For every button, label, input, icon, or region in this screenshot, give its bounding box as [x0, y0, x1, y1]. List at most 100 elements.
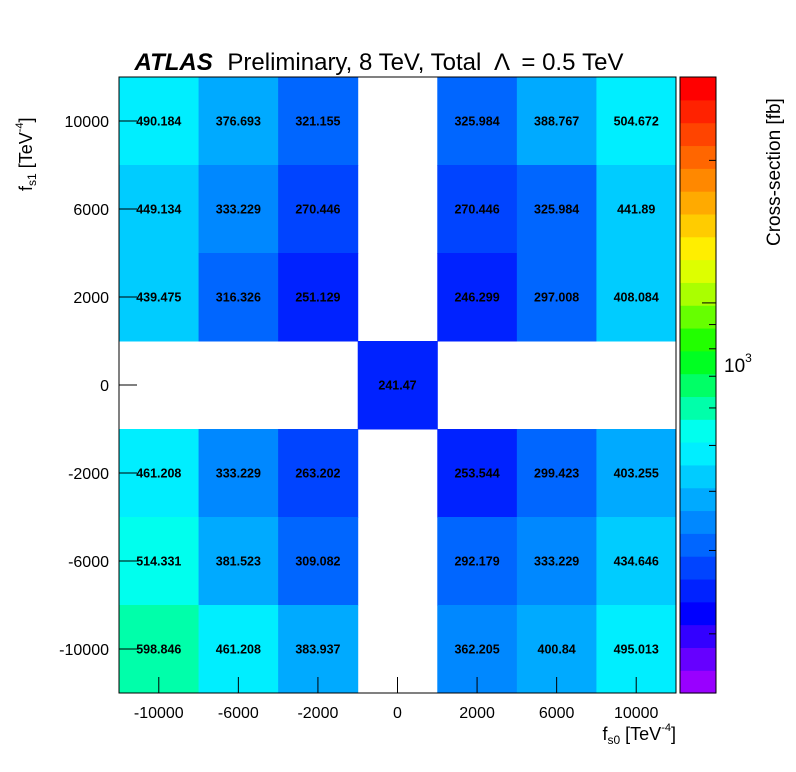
colorbar-swatch [680, 191, 716, 215]
colorbar-swatch [680, 624, 716, 648]
heatmap-cell [516, 165, 597, 254]
heatmap-cell [437, 165, 518, 254]
cell-value-label: 376.693 [216, 115, 261, 129]
cell-value-label: 270.446 [295, 203, 340, 217]
y-axis-label: fs1[TeV-4] [14, 117, 39, 191]
colorbar-swatch [680, 533, 716, 557]
y-axis-ticks: 10000 6000 2000 0 -2000 -6000 -10000 [59, 114, 137, 659]
heatmap-cell-labels: 490.184 376.693 321.155 325.984 388.767 504.6… [136, 115, 659, 657]
x-axis-ticks: -10000 -6000 -2000 0 2000 6000 10000 [134, 677, 659, 722]
heatmap-cell [596, 77, 677, 166]
cell-value-label: 362.205 [454, 643, 499, 657]
colorbar-swatch [680, 670, 716, 694]
y-tick-label: 6000 [73, 202, 109, 219]
heatmap-cell [596, 429, 677, 518]
heatmap-cell [437, 77, 518, 166]
colorbar-swatch [680, 487, 716, 512]
chart-title: ATLAS Preliminary, 8 TeV, Total Λ = 0.5 … [134, 49, 624, 76]
colorbar-swatch [680, 305, 716, 329]
colorbar-swatch [680, 373, 716, 398]
colorbar-swatch [680, 578, 716, 603]
heatmap-cell [278, 517, 359, 606]
title-text: Preliminary, 8 TeV, Total [227, 49, 481, 76]
y-tick-label: -10000 [59, 642, 109, 659]
cell-value-label: 325.984 [534, 203, 579, 217]
heatmap-cell [596, 253, 677, 342]
cell-value-label: 251.129 [295, 291, 340, 305]
colorbar-swatch [680, 464, 716, 489]
cell-value-label: 449.134 [136, 203, 181, 217]
title-atlas: ATLAS [134, 49, 213, 76]
cell-value-label: 297.008 [534, 291, 579, 305]
heatmap-cell [278, 165, 359, 254]
color-scale-bar [680, 77, 716, 694]
heatmap-cell [596, 517, 677, 606]
cell-value-label: 333.229 [534, 555, 579, 569]
cell-value-label: 504.672 [614, 115, 659, 129]
cell-value-label: 388.767 [534, 115, 579, 129]
cell-value-label: 514.331 [136, 555, 181, 569]
cell-value-label: 325.984 [454, 115, 499, 129]
colorbar-swatch [680, 350, 716, 375]
colorbar-swatch [680, 282, 716, 306]
cell-value-label: 333.229 [216, 467, 261, 481]
heatmap-cell [198, 253, 279, 342]
cell-value-label: 316.326 [216, 291, 261, 305]
y-tick-label: -2000 [68, 466, 109, 483]
heatmap-cell [198, 429, 279, 518]
cell-value-label: 253.544 [454, 467, 499, 481]
colorbar-swatch [680, 510, 716, 534]
cell-value-label: 439.475 [136, 291, 181, 305]
cell-value-label: 383.937 [295, 643, 340, 657]
heatmap-cell [278, 253, 359, 342]
colorbar-title: Cross-section [fb] [764, 98, 785, 246]
colorbar-swatch [680, 327, 716, 352]
cell-value-label: 408.084 [614, 291, 659, 305]
colorbar-frame [679, 76, 717, 694]
x-tick-label: -6000 [218, 705, 259, 722]
heatmap-cell [516, 77, 597, 166]
cell-value-label: 333.229 [216, 203, 261, 217]
colorbar-swatch [680, 122, 716, 147]
cell-value-label: 495.013 [614, 643, 659, 657]
colorbar-swatch [680, 145, 716, 169]
colorbar-swatch [680, 99, 716, 124]
colorbar-tick-label-1000: 103 [724, 351, 752, 377]
colorbar-swatch [680, 419, 716, 443]
y-tick-label: -6000 [68, 554, 109, 571]
y-tick-label: 0 [100, 378, 109, 395]
colorbar-swatch [680, 647, 716, 671]
colorbar-swatch [680, 442, 716, 466]
colorbar-swatch [680, 396, 716, 420]
colorbar-swatch [680, 168, 716, 192]
cell-value-label: 241.47 [378, 379, 416, 393]
cell-value-label: 321.155 [295, 115, 340, 129]
cell-value-label: 403.255 [614, 467, 659, 481]
x-tick-label: -10000 [134, 705, 184, 722]
cell-value-label: 598.846 [136, 643, 181, 657]
heatmap-cell [278, 429, 359, 518]
cell-value-label: 461.208 [136, 467, 181, 481]
y-tick-label: 10000 [65, 114, 110, 131]
heatmap-cells [119, 77, 677, 694]
x-tick-label: 6000 [539, 705, 575, 722]
cell-value-label: 400.84 [538, 643, 576, 657]
x-axis-label: fs0 [TeV-4] [602, 722, 676, 747]
cell-value-label: 263.202 [295, 467, 340, 481]
cell-value-label: 461.208 [216, 643, 261, 657]
cell-value-label: 490.184 [136, 115, 181, 129]
colorbar-swatch [680, 556, 716, 580]
heatmap-cell [516, 429, 597, 518]
colorbar-swatch [680, 236, 716, 261]
heatmap-cell [516, 253, 597, 342]
heatmap-cell [596, 165, 677, 254]
cell-value-label: 434.646 [614, 555, 659, 569]
heatmap-cell [357, 341, 438, 430]
cell-value-label: 270.446 [454, 203, 499, 217]
heatmap-cell [437, 253, 518, 342]
heatmap-cell [198, 77, 279, 166]
x-tick-label: 10000 [614, 705, 659, 722]
colorbar-swatch [680, 77, 716, 101]
heatmap-cell [278, 77, 359, 166]
